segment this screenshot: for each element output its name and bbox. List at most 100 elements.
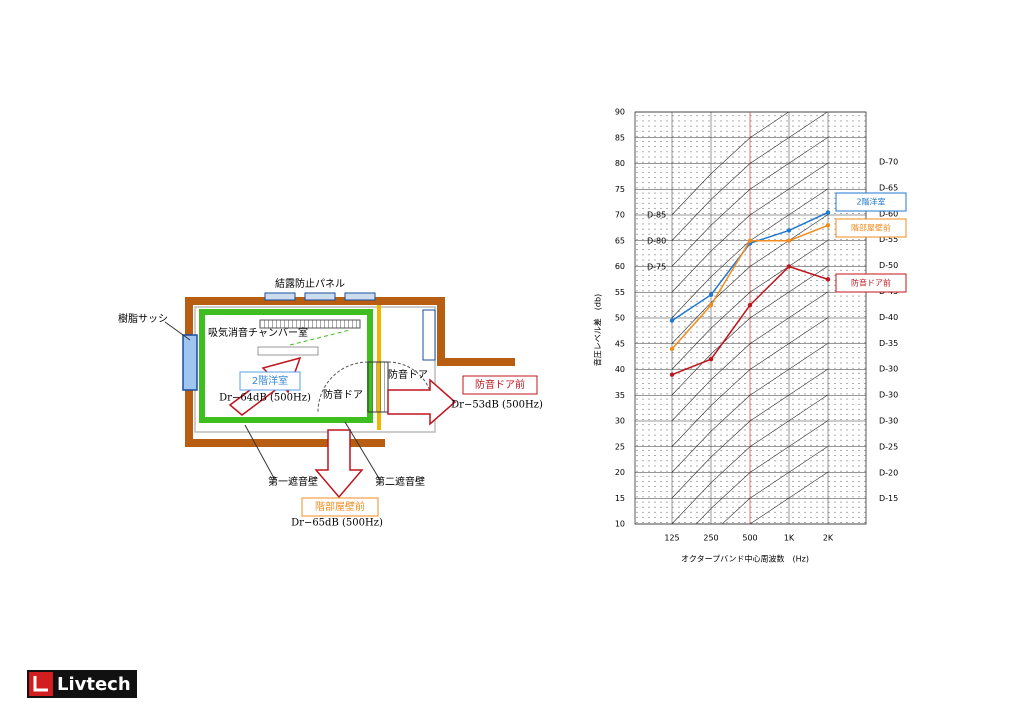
reference-curve bbox=[671, 137, 829, 267]
cabinet bbox=[422, 309, 436, 361]
label: 吸気消音チャンバー室 bbox=[208, 326, 308, 339]
point bbox=[786, 264, 792, 269]
x-tick-label: 1K bbox=[784, 534, 795, 543]
y-tick-label: 90 bbox=[615, 108, 625, 117]
panel bbox=[304, 292, 336, 301]
wall bbox=[185, 439, 385, 447]
point bbox=[747, 302, 753, 308]
door bbox=[367, 361, 389, 413]
label: 防音ドア bbox=[388, 368, 428, 381]
right-label: D-55 bbox=[879, 235, 898, 244]
device bbox=[257, 346, 319, 356]
right-label: D-30 bbox=[879, 417, 898, 426]
reference-curve bbox=[671, 368, 829, 499]
dashed bbox=[289, 329, 351, 346]
leader bbox=[344, 421, 381, 481]
y-tick-label: 20 bbox=[615, 468, 625, 477]
floor-plan: 結露防止パネル 樹脂サッシ 吸気消音チャンバー室 防音ドア 防音ドア 2階洋室 … bbox=[118, 277, 543, 529]
window bbox=[182, 334, 198, 391]
y-axis-label: 音圧レベル差 (db) bbox=[593, 294, 603, 366]
y-tick-label: 50 bbox=[615, 314, 625, 323]
logo-text: Livtech bbox=[57, 674, 131, 695]
y-tick-label: 80 bbox=[615, 159, 625, 168]
label: 防音ドア bbox=[323, 388, 363, 401]
point bbox=[786, 228, 792, 233]
logo-l bbox=[33, 676, 48, 692]
label: 樹脂サッシ bbox=[118, 312, 168, 325]
y-tick-label: 25 bbox=[615, 442, 625, 451]
y-tick-label: 15 bbox=[615, 494, 625, 503]
point bbox=[708, 357, 714, 362]
y-tick-label: 70 bbox=[615, 211, 625, 220]
y-tick-label: 45 bbox=[615, 339, 625, 348]
right-label: D-60 bbox=[879, 209, 898, 218]
reference-curve bbox=[671, 394, 829, 524]
inner-label: D-75 bbox=[647, 263, 666, 272]
point bbox=[825, 277, 831, 282]
legend-box bbox=[835, 273, 907, 293]
wall bbox=[185, 297, 445, 305]
label-box bbox=[239, 371, 301, 391]
reference-curve bbox=[749, 471, 829, 524]
logo: Livtech bbox=[27, 670, 137, 698]
y-tick-label: 30 bbox=[615, 417, 625, 426]
right-label: D-30 bbox=[879, 365, 898, 374]
right-label: D-70 bbox=[879, 158, 898, 167]
point bbox=[669, 346, 675, 352]
panel bbox=[264, 292, 296, 301]
y-tick-label: 75 bbox=[615, 185, 625, 194]
label-box bbox=[462, 375, 538, 395]
label: 2階洋室 bbox=[252, 374, 288, 387]
y-tick-label: 85 bbox=[615, 133, 625, 142]
logo-mark bbox=[29, 672, 53, 696]
right-label: D-25 bbox=[879, 442, 898, 451]
reference-curve bbox=[671, 112, 790, 215]
reference-curve bbox=[671, 240, 829, 370]
x-axis-label: オクタープバンド中心周波数 (Hz) bbox=[681, 554, 809, 564]
point bbox=[708, 302, 714, 308]
legend-box bbox=[835, 218, 907, 238]
label: 第一遮音壁 bbox=[268, 475, 318, 488]
point bbox=[747, 238, 753, 243]
point bbox=[669, 318, 675, 323]
chart: 10 15 20 25 30 35 40 45 50 55 60 65 70 75 80 85 90 125 250… bbox=[593, 108, 907, 564]
right-label: D-40 bbox=[879, 313, 898, 322]
x-tick-label: 2K bbox=[823, 534, 834, 543]
leader bbox=[164, 321, 191, 341]
right-label: D-65 bbox=[879, 183, 898, 192]
reference-curve bbox=[671, 291, 829, 421]
right-label: D-50 bbox=[879, 261, 898, 270]
reference-curve bbox=[671, 112, 828, 241]
label: 防音ドア前 bbox=[475, 378, 525, 391]
reference-curve bbox=[695, 420, 829, 524]
point bbox=[786, 238, 792, 243]
label-box bbox=[301, 497, 379, 517]
y-tick-label: 60 bbox=[615, 262, 625, 271]
y-tick-label: 35 bbox=[615, 391, 625, 400]
y-tick-label: 40 bbox=[615, 365, 625, 374]
label: 結露防止パネル bbox=[275, 277, 345, 290]
label: Dr−65dB (500Hz) bbox=[291, 518, 383, 529]
legend-label: 2階洋室 bbox=[856, 197, 885, 207]
y-tick-label: 10 bbox=[615, 520, 625, 529]
leader bbox=[244, 424, 276, 481]
label: Dr−53dB (500Hz) bbox=[451, 400, 543, 411]
label: 階部屋壁前 bbox=[315, 500, 365, 513]
inner-label: D-80 bbox=[647, 237, 666, 246]
point bbox=[825, 210, 831, 215]
point bbox=[669, 372, 675, 377]
arrow bbox=[314, 429, 364, 499]
reference-curve bbox=[721, 446, 829, 524]
label: 第二遮音壁 bbox=[375, 475, 425, 488]
reference-curve bbox=[671, 265, 829, 396]
wall bbox=[437, 297, 445, 366]
right-label: D-35 bbox=[879, 339, 898, 348]
door-swing bbox=[317, 361, 369, 413]
reference-curve bbox=[671, 162, 829, 293]
inner-label: D-85 bbox=[647, 211, 666, 220]
right-label: D-30 bbox=[879, 391, 898, 400]
chamber bbox=[259, 319, 361, 329]
right-label: D-15 bbox=[879, 494, 898, 503]
